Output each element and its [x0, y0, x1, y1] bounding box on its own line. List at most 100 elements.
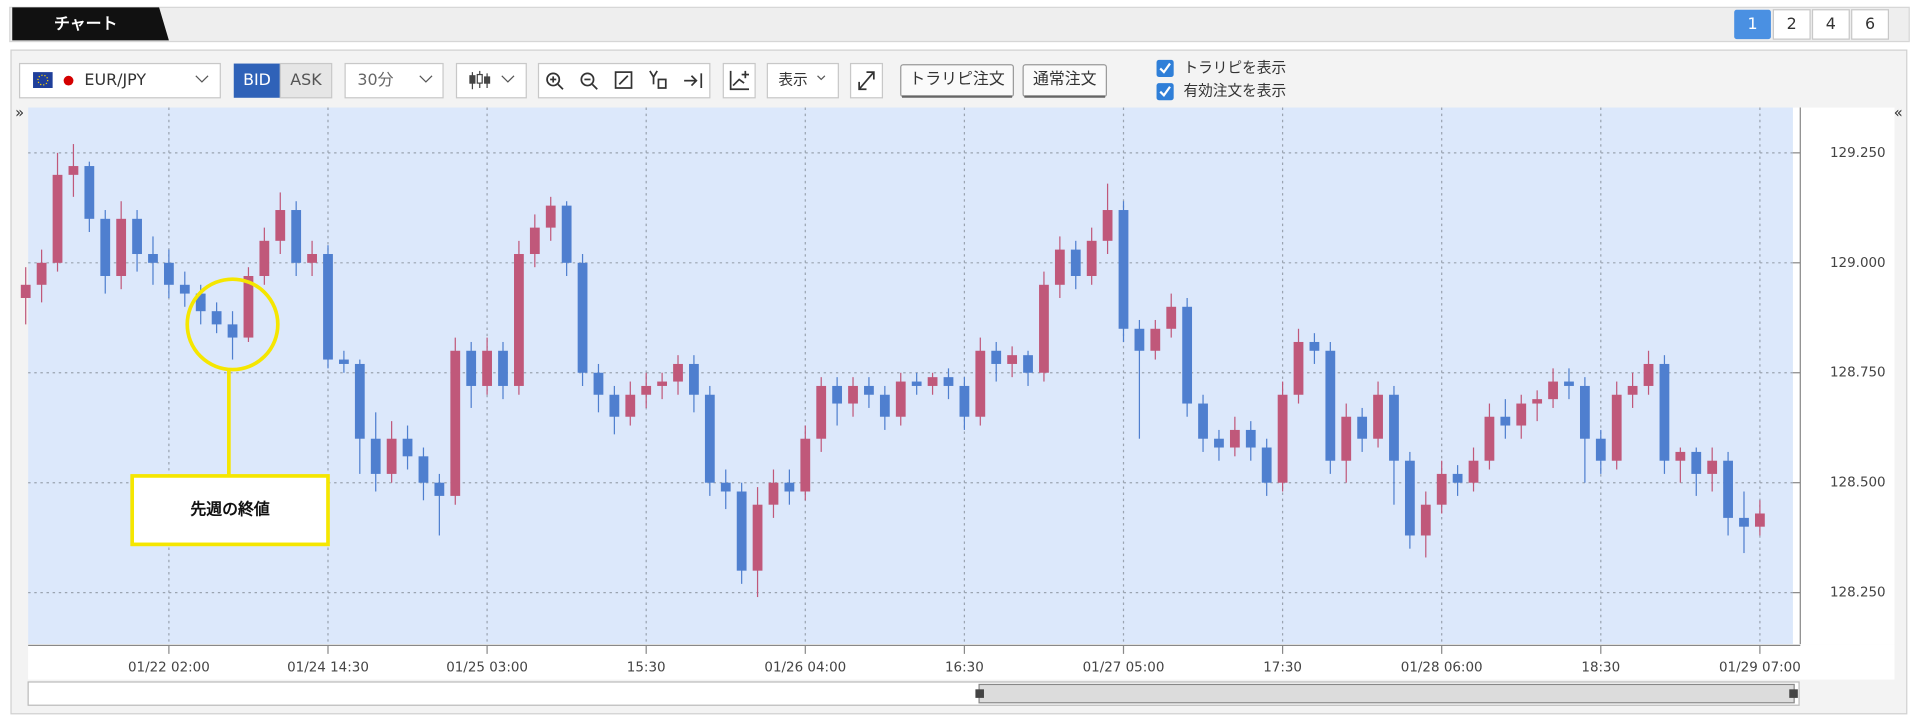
dropdown-arrow [817, 75, 826, 81]
indicator-icon [729, 70, 749, 91]
candle-body [1595, 438, 1606, 461]
candle-body [179, 284, 190, 294]
checkmark [1159, 62, 1171, 74]
ask-button[interactable] [279, 62, 333, 99]
candle-body [1420, 504, 1431, 536]
collapse-left[interactable]: » [15, 105, 24, 122]
symbol-label: EUR/JPY [84, 70, 146, 89]
candle-body [402, 438, 413, 457]
y-tick-label: 128.500 [1830, 476, 1886, 491]
scrollbar-grip[interactable] [975, 689, 984, 698]
candle-body [1739, 517, 1749, 527]
layout-button[interactable] [1772, 9, 1811, 40]
candle-body [498, 350, 508, 386]
candle-body [641, 385, 652, 395]
candle-body [1404, 460, 1415, 536]
candle-body [1516, 403, 1527, 426]
candle-body [975, 350, 986, 417]
candle-body [1707, 460, 1718, 474]
candle-body [36, 262, 47, 285]
candle-body [370, 438, 381, 474]
candle-body [959, 385, 970, 417]
fit-button[interactable] [614, 71, 633, 89]
candle-body [1468, 460, 1479, 483]
candle-body [609, 394, 620, 417]
layout-button[interactable] [1811, 9, 1850, 40]
tab[interactable] [12, 7, 169, 41]
candle-body [84, 166, 95, 219]
collapse-right[interactable]: « [1894, 105, 1903, 122]
time-axis-area [28, 644, 1895, 680]
candle-body [195, 293, 206, 312]
symbol-select[interactable] [18, 62, 221, 99]
candle-body [1627, 385, 1638, 395]
layout-button-label: 1 [1747, 14, 1757, 33]
candle-body [1102, 210, 1113, 241]
candle-body [1166, 306, 1177, 329]
candle-body [673, 363, 683, 382]
annotation-box [130, 474, 330, 547]
x-tick-label: 01/29 07:00 [1719, 660, 1801, 675]
candle-body [1548, 381, 1558, 400]
candle-body [736, 491, 747, 571]
zoom-out-button[interactable] [580, 72, 598, 90]
indicator-button[interactable] [722, 62, 756, 99]
candle-body [1309, 341, 1320, 351]
candle-body [1118, 210, 1129, 329]
candle-body [116, 218, 127, 276]
ask-label: ASK [290, 70, 322, 89]
candle-body [418, 456, 429, 483]
candle-body [927, 377, 938, 386]
checkmark [1159, 86, 1171, 98]
candles [20, 144, 1765, 598]
candle-body [545, 205, 556, 228]
candle-body [354, 363, 365, 439]
x-tick-label: 01/25 03:00 [446, 660, 528, 675]
y-tick-label: 129.000 [1830, 256, 1886, 271]
bid-button[interactable] [233, 63, 281, 98]
scrollbar-handle[interactable] [978, 683, 1795, 704]
display-select[interactable] [766, 62, 839, 99]
dropdown-arrow [419, 75, 433, 83]
candle-body [1643, 363, 1654, 386]
checkbox[interactable] [1156, 59, 1174, 77]
bid-label: BID [243, 70, 271, 89]
x-tick-label: 01/26 04:00 [764, 660, 846, 675]
candle-body [1532, 399, 1543, 404]
candle-body [1675, 451, 1686, 461]
y-lock-button[interactable] [649, 70, 667, 89]
chart-type-select[interactable] [455, 62, 527, 99]
candle-body [704, 394, 715, 483]
candle-body [259, 240, 270, 276]
candle-body [848, 385, 858, 404]
x-tick-label: 01/22 02:00 [128, 660, 210, 675]
jp-flag [63, 75, 74, 86]
candle-body [816, 385, 827, 439]
candle-body [1134, 328, 1145, 351]
checkbox[interactable] [1156, 83, 1174, 101]
candle-body [1484, 416, 1495, 461]
y-tick-label: 128.250 [1830, 586, 1886, 601]
candle-body [1229, 429, 1240, 448]
scrollbar-grip[interactable] [1789, 689, 1798, 698]
fullscreen-icon [858, 71, 875, 91]
candle-body [1325, 350, 1336, 461]
candle-body [1452, 473, 1463, 483]
candle-body [1054, 249, 1065, 285]
eu-flag [33, 72, 53, 88]
layout-button[interactable] [1734, 9, 1771, 40]
x-tick-label: 18:30 [1581, 660, 1620, 675]
layout-button[interactable] [1851, 9, 1890, 40]
candle-body [1277, 394, 1288, 483]
candle-body [1198, 403, 1208, 439]
candle-body [1659, 363, 1670, 461]
dropdown-arrow [501, 75, 515, 83]
annotations: 先週の終値 [130, 277, 330, 547]
checkbox-label: 有効注文を表示 [1183, 83, 1286, 100]
candle-body [323, 254, 333, 360]
scroll-end-button[interactable] [684, 73, 703, 88]
normal-order-label: 通常注文 [1033, 69, 1097, 88]
zoom-in-button[interactable] [546, 72, 564, 90]
